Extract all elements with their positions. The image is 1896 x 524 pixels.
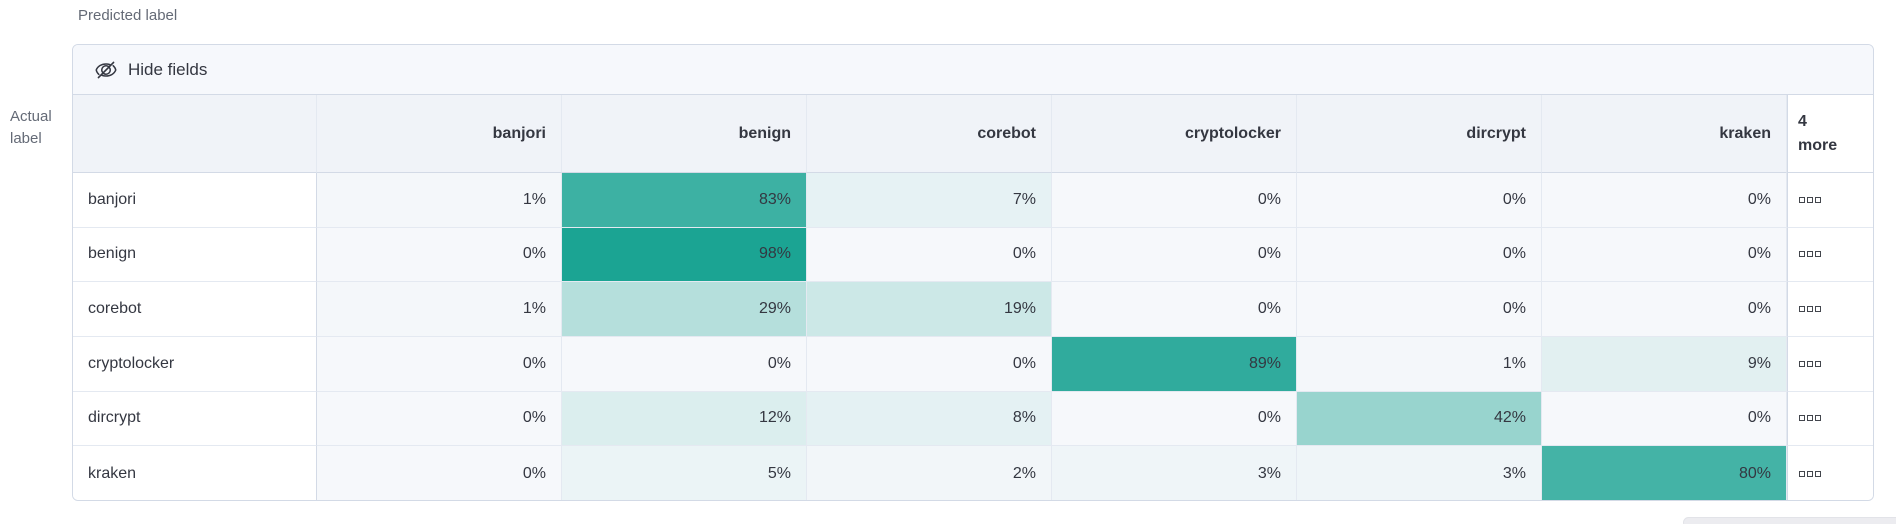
matrix-cell-cryptolocker-benign: 0% [562, 336, 807, 392]
boxes-horizontal-icon[interactable] [1799, 306, 1821, 313]
matrix-cell-corebot-cryptolocker: 0% [1052, 282, 1297, 337]
matrix-cell-kraken-cryptolocker: 3% [1052, 446, 1297, 500]
matrix-cell-benign-dircrypt: 0% [1297, 227, 1542, 283]
more-columns-cell[interactable] [1787, 336, 1873, 392]
matrix-cell-benign-corebot: 0% [807, 227, 1052, 283]
matrix-cell-corebot-dircrypt: 0% [1297, 282, 1542, 337]
more-columns-cell[interactable] [1787, 391, 1873, 447]
matrix-cell-kraken-banjori: 0% [317, 446, 562, 500]
matrix-cell-dircrypt-corebot: 8% [807, 391, 1052, 447]
hide-fields-button[interactable]: Hide fields [95, 59, 207, 81]
matrix-cell-kraken-dircrypt: 3% [1297, 446, 1542, 500]
confusion-matrix-panel: Hide fields banjori benign corebot cryptolo… [72, 44, 1874, 501]
column-header-dircrypt[interactable]: dircrypt [1297, 95, 1542, 173]
matrix-cell-banjori-kraken: 0% [1542, 173, 1787, 228]
eye-closed-icon [95, 59, 117, 81]
matrix-cell-benign-kraken: 0% [1542, 227, 1787, 283]
horizontal-scrollbar[interactable] [1683, 517, 1896, 524]
row-label-benign: benign [73, 227, 317, 283]
matrix-cell-dircrypt-dircrypt: 42% [1297, 391, 1542, 447]
matrix-cell-kraken-benign: 5% [562, 446, 807, 500]
boxes-horizontal-icon[interactable] [1799, 196, 1821, 203]
matrix-cell-cryptolocker-cryptolocker: 89% [1052, 336, 1297, 392]
column-header-corebot[interactable]: corebot [807, 95, 1052, 173]
column-header-kraken[interactable]: kraken [1542, 95, 1787, 173]
matrix-cell-cryptolocker-kraken: 9% [1542, 336, 1787, 392]
matrix-cell-corebot-kraken: 0% [1542, 282, 1787, 337]
row-label-banjori: banjori [73, 173, 317, 228]
matrix-cell-kraken-corebot: 2% [807, 446, 1052, 500]
column-header-cryptolocker[interactable]: cryptolocker [1052, 95, 1297, 173]
matrix-cell-banjori-dircrypt: 0% [1297, 173, 1542, 228]
row-label-dircrypt: dircrypt [73, 391, 317, 447]
more-columns-cell[interactable] [1787, 282, 1873, 337]
more-columns-cell[interactable] [1787, 227, 1873, 283]
row-label-kraken: kraken [73, 446, 317, 500]
corner-header-cell [73, 95, 317, 173]
row-label-cryptolocker: cryptolocker [73, 336, 317, 392]
matrix-cell-dircrypt-benign: 12% [562, 391, 807, 447]
hide-fields-label: Hide fields [128, 59, 208, 79]
matrix-cell-banjori-banjori: 1% [317, 173, 562, 228]
more-columns-cell[interactable] [1787, 173, 1873, 228]
matrix-cell-banjori-corebot: 7% [807, 173, 1052, 228]
column-header-banjori[interactable]: banjori [317, 95, 562, 173]
boxes-horizontal-icon[interactable] [1799, 415, 1821, 422]
matrix-cell-cryptolocker-corebot: 0% [807, 336, 1052, 392]
matrix-cell-banjori-benign: 83% [562, 173, 807, 228]
matrix-cell-dircrypt-cryptolocker: 0% [1052, 391, 1297, 447]
datagrid-toolbar: Hide fields [73, 45, 1873, 95]
more-columns-header[interactable]: 4 more [1787, 95, 1873, 173]
matrix-cell-kraken-kraken: 80% [1542, 446, 1787, 500]
matrix-cell-dircrypt-kraken: 0% [1542, 391, 1787, 447]
matrix-cell-cryptolocker-banjori: 0% [317, 336, 562, 392]
more-columns-cell[interactable] [1787, 446, 1873, 500]
matrix-cell-benign-cryptolocker: 0% [1052, 227, 1297, 283]
actual-axis-label-line2: label [10, 130, 42, 147]
more-columns-word: more [1798, 136, 1838, 154]
matrix-cell-cryptolocker-dircrypt: 1% [1297, 336, 1542, 392]
confusion-matrix-grid: banjori benign corebot cryptolocker dircrypt… [73, 95, 1873, 500]
matrix-cell-dircrypt-banjori: 0% [317, 391, 562, 447]
actual-axis-label: Actual label [10, 106, 52, 150]
matrix-cell-benign-benign: 98% [562, 227, 807, 283]
boxes-horizontal-icon[interactable] [1799, 251, 1821, 258]
predicted-axis-label: Predicted label [78, 7, 178, 24]
boxes-horizontal-icon[interactable] [1799, 360, 1821, 367]
matrix-cell-corebot-benign: 29% [562, 282, 807, 337]
row-label-corebot: corebot [73, 282, 317, 337]
actual-axis-label-line1: Actual [10, 108, 52, 125]
column-header-benign[interactable]: benign [562, 95, 807, 173]
matrix-cell-corebot-banjori: 1% [317, 282, 562, 337]
more-columns-count: 4 [1798, 112, 1807, 130]
boxes-horizontal-icon[interactable] [1799, 470, 1821, 477]
matrix-cell-benign-banjori: 0% [317, 227, 562, 283]
matrix-cell-corebot-corebot: 19% [807, 282, 1052, 337]
matrix-cell-banjori-cryptolocker: 0% [1052, 173, 1297, 228]
